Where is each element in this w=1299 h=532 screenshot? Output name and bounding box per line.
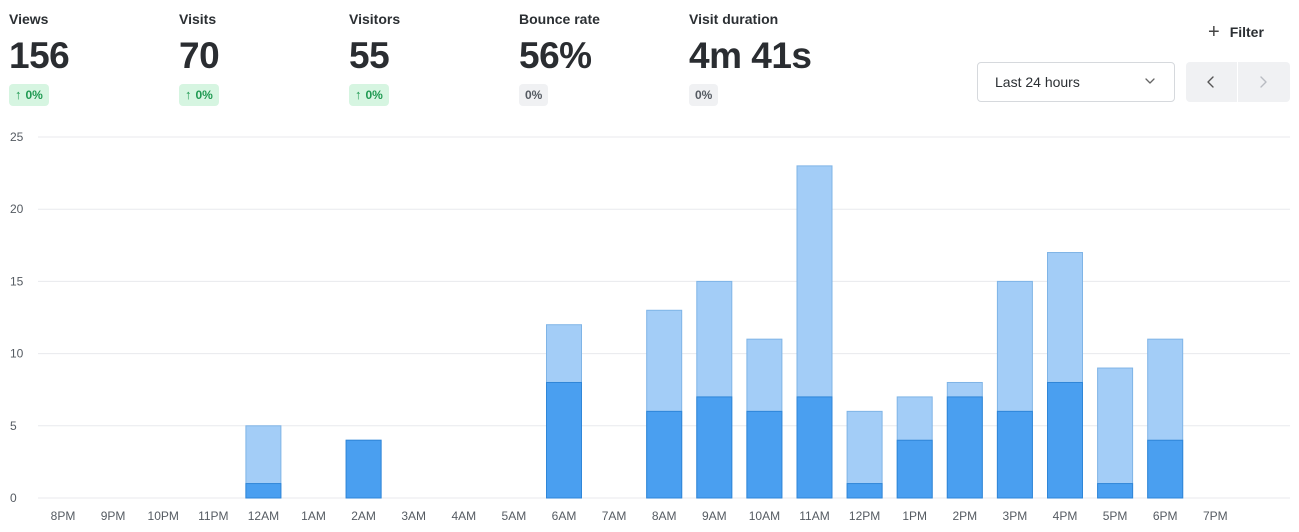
x-tick-label: 8AM [652,509,677,523]
chart-bars [245,165,1184,499]
x-tick-label: 11PM [198,509,228,523]
x-tick-label: 2PM [952,509,977,523]
x-tick-label: 10AM [749,509,780,523]
x-tick-label: 9AM [702,509,727,523]
date-range-value: Last 24 hours [995,74,1080,90]
chart-x-axis: 8PM 9PM 10PM 11PM 12AM 1AM 2AM 3AM 4AM 5AM 6AM 7AM 8… [51,509,1228,523]
filter-button-label: Filter [1229,24,1264,40]
x-tick-label: 3PM [1003,509,1028,523]
visitors-bar[interactable] [696,396,733,499]
x-tick-label: 4AM [451,509,476,523]
metric-value: 56% [519,35,592,76]
visitors-bar[interactable] [1147,439,1184,499]
metric-change-badge: ↑ 0% [9,84,49,106]
x-tick-label: 10PM [148,509,179,523]
traffic-chart: 0 5 10 15 20 25 8PM 9PM 10PM 11PM 12AM 1AM 2AM 3AM 4A… [10,130,1290,523]
x-tick-label: 12AM [248,509,279,523]
visitors-bar[interactable] [646,410,683,499]
visitors-bar[interactable] [996,410,1033,499]
chevron-right-icon [1260,76,1267,88]
chevron-down-icon [1145,78,1155,84]
chart-y-axis: 0 5 10 15 20 25 [10,130,24,505]
visitors-bar[interactable] [1047,381,1083,499]
y-tick-label: 20 [10,202,24,216]
metric-change-value: 0% [25,88,43,102]
metric-label: Visitors [349,11,401,27]
x-tick-label: 6PM [1153,509,1178,523]
visitors-bar[interactable] [846,483,883,499]
visitors-bar[interactable] [896,439,933,499]
visitors-bar[interactable] [746,410,783,499]
metric-change-value: 0% [695,88,713,102]
x-tick-label: 1PM [902,509,927,523]
metric-bounce-rate[interactable]: Bounce rate 56% 0% [519,0,669,110]
x-tick-label: 6AM [552,509,577,523]
y-tick-label: 15 [10,274,24,288]
y-tick-label: 25 [10,130,24,144]
x-tick-label: 9PM [101,509,126,523]
x-tick-label: 1AM [301,509,326,523]
metric-change-badge: ↑ 0% [349,84,389,106]
metric-value: 55 [349,35,390,76]
plus-icon: + [1208,21,1220,43]
x-tick-label: 5PM [1103,509,1128,523]
metric-views[interactable]: Views 156 ↑ 0% [9,0,159,110]
metric-visitors[interactable]: Visitors 55 ↑ 0% [349,0,499,110]
visitors-bar[interactable] [546,381,582,499]
visitors-bar[interactable] [946,396,983,499]
metric-value: 4m 41s [689,35,812,76]
filter-button[interactable]: + Filter [1208,20,1264,44]
arrow-up-icon: ↑ [15,87,22,102]
y-tick-label: 0 [10,491,17,505]
x-tick-label: 5AM [502,509,527,523]
x-tick-label: 7PM [1203,509,1228,523]
visitors-bar[interactable] [1097,483,1134,499]
x-tick-label: 11AM [799,509,829,523]
visitors-bar[interactable] [345,439,382,499]
pager-divider [1237,62,1238,102]
metric-change-badge: ↑ 0% [179,84,219,106]
y-tick-label: 5 [10,419,17,433]
x-tick-label: 7AM [602,509,627,523]
date-range-select[interactable]: Last 24 hours [977,62,1175,102]
previous-period-button[interactable] [1186,62,1237,102]
date-range-pager [1186,62,1290,102]
metric-value: 156 [9,35,70,76]
metric-value: 70 [179,35,220,76]
arrow-up-icon: ↑ [185,87,192,102]
metric-label: Bounce rate [519,11,600,27]
chevron-left-icon [1207,76,1214,88]
arrow-up-icon: ↑ [355,87,362,102]
metric-label: Visits [179,11,217,27]
x-tick-label: 2AM [351,509,376,523]
y-tick-label: 10 [10,347,24,361]
visitors-bar[interactable] [796,396,833,499]
x-tick-label: 8PM [51,509,76,523]
next-period-button[interactable] [1238,62,1289,102]
metric-change-value: 0% [195,88,213,102]
metric-label: Visit duration [689,11,779,27]
views-bar[interactable] [1097,367,1134,499]
metric-change-badge: 0% [689,84,719,106]
metric-label: Views [9,11,49,27]
x-tick-label: 12PM [849,509,880,523]
x-tick-label: 3AM [401,509,426,523]
metric-visit-duration[interactable]: Visit duration 4m 41s 0% [689,0,839,110]
x-tick-label: 4PM [1053,509,1078,523]
metric-change-badge: 0% [519,84,549,106]
metric-change-value: 0% [365,88,383,102]
visitors-bar[interactable] [245,483,282,499]
metric-change-value: 0% [525,88,543,102]
metric-visits[interactable]: Visits 70 ↑ 0% [179,0,329,110]
